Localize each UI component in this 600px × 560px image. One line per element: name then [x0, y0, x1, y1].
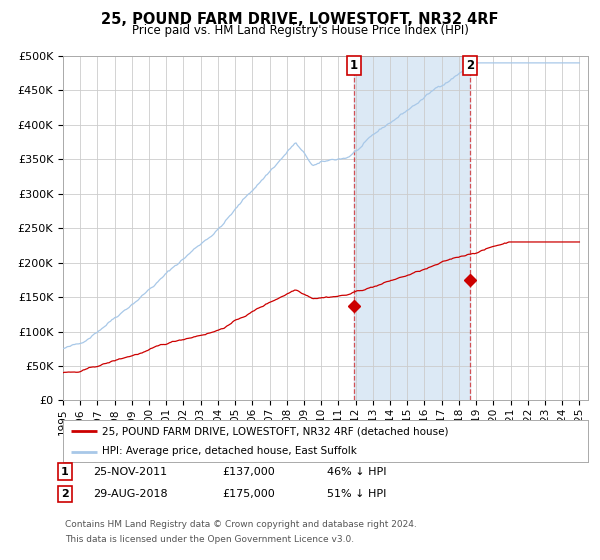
Text: 25, POUND FARM DRIVE, LOWESTOFT, NR32 4RF (detached house): 25, POUND FARM DRIVE, LOWESTOFT, NR32 4R…: [103, 426, 449, 436]
Text: 1: 1: [61, 466, 68, 477]
Text: 51% ↓ HPI: 51% ↓ HPI: [327, 489, 386, 499]
Text: 25, POUND FARM DRIVE, LOWESTOFT, NR32 4RF: 25, POUND FARM DRIVE, LOWESTOFT, NR32 4R…: [101, 12, 499, 27]
Bar: [354, 56, 470, 400]
Text: 2: 2: [466, 59, 475, 72]
Text: This data is licensed under the Open Government Licence v3.0.: This data is licensed under the Open Gov…: [65, 535, 354, 544]
Text: HPI: Average price, detached house, East Suffolk: HPI: Average price, detached house, East…: [103, 446, 357, 456]
Text: 46% ↓ HPI: 46% ↓ HPI: [327, 466, 386, 477]
Text: 2: 2: [61, 489, 68, 499]
Text: £175,000: £175,000: [222, 489, 275, 499]
Text: £137,000: £137,000: [222, 466, 275, 477]
Text: Price paid vs. HM Land Registry's House Price Index (HPI): Price paid vs. HM Land Registry's House …: [131, 24, 469, 36]
Text: 25-NOV-2011: 25-NOV-2011: [93, 466, 167, 477]
Text: 29-AUG-2018: 29-AUG-2018: [93, 489, 167, 499]
Text: Contains HM Land Registry data © Crown copyright and database right 2024.: Contains HM Land Registry data © Crown c…: [65, 520, 416, 529]
Text: 1: 1: [350, 59, 358, 72]
